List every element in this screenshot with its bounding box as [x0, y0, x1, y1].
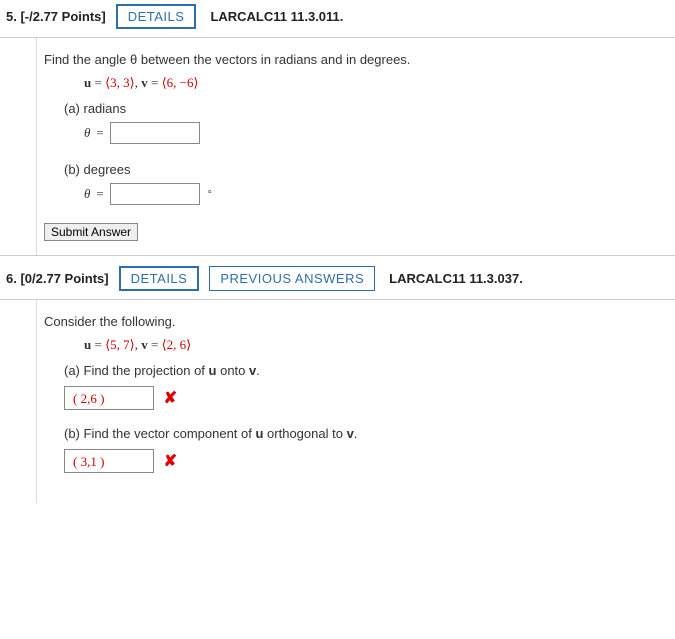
theta-symbol: θ — [84, 125, 90, 141]
q6-details-button[interactable]: DETAILS — [119, 266, 200, 291]
q5-part-b-label: (b) degrees — [64, 162, 665, 177]
q6-part-b-label: (b) Find the vector component of u ortho… — [64, 426, 665, 441]
incorrect-icon: ✘ — [164, 453, 177, 470]
q6-part-a-answer-box[interactable]: ( 2,6 ) — [64, 386, 154, 410]
q5-submit-wrap: Submit Answer — [44, 223, 665, 241]
q5-part-a-label: (a) radians — [64, 101, 665, 116]
q5-body: Find the angle θ between the vectors in … — [0, 38, 675, 256]
q6-header: 6. [0/2.77 Points] DETAILS PREVIOUS ANSW… — [0, 256, 675, 300]
q6-number: 6. [0/2.77 Points] — [6, 271, 109, 286]
q6-body: Consider the following. u = ⟨5, 7⟩, v = … — [0, 300, 675, 503]
q6-part-b-answer-box[interactable]: ( 3,1 ) — [64, 449, 154, 473]
q6-part-a-label: (a) Find the projection of u onto v. — [64, 363, 665, 378]
q5-vectors: u = ⟨3, 3⟩, v = ⟨6, −6⟩ — [84, 75, 665, 91]
q5-source-ref: LARCALC11 11.3.011. — [210, 9, 343, 24]
q6-prompt: Consider the following. — [44, 314, 665, 329]
theta-symbol: θ — [84, 186, 90, 202]
q5-part-b-answer-row: θ = ° — [84, 183, 665, 205]
degree-symbol: ° — [208, 189, 212, 200]
incorrect-icon: ✘ — [164, 390, 177, 407]
q5-degrees-input[interactable] — [110, 183, 200, 205]
q5-radians-input[interactable] — [110, 122, 200, 144]
q5-header: 5. [-/2.77 Points] DETAILS LARCALC11 11.… — [0, 0, 675, 38]
q5-details-button[interactable]: DETAILS — [116, 4, 197, 29]
q5-number: 5. [-/2.77 Points] — [6, 9, 106, 24]
q6-part-a-answer-row: ( 2,6 ) ✘ — [64, 386, 665, 410]
q5-prompt: Find the angle θ between the vectors in … — [44, 52, 665, 67]
q6-part-b-answer-row: ( 3,1 ) ✘ — [64, 449, 665, 473]
q5-submit-button[interactable]: Submit Answer — [44, 223, 138, 241]
q6-previous-answers-button[interactable]: PREVIOUS ANSWERS — [209, 266, 375, 291]
q5-part-a-answer-row: θ = — [84, 122, 665, 144]
q6-source-ref: LARCALC11 11.3.037. — [389, 271, 523, 286]
q6-vectors: u = ⟨5, 7⟩, v = ⟨2, 6⟩ — [84, 337, 665, 353]
